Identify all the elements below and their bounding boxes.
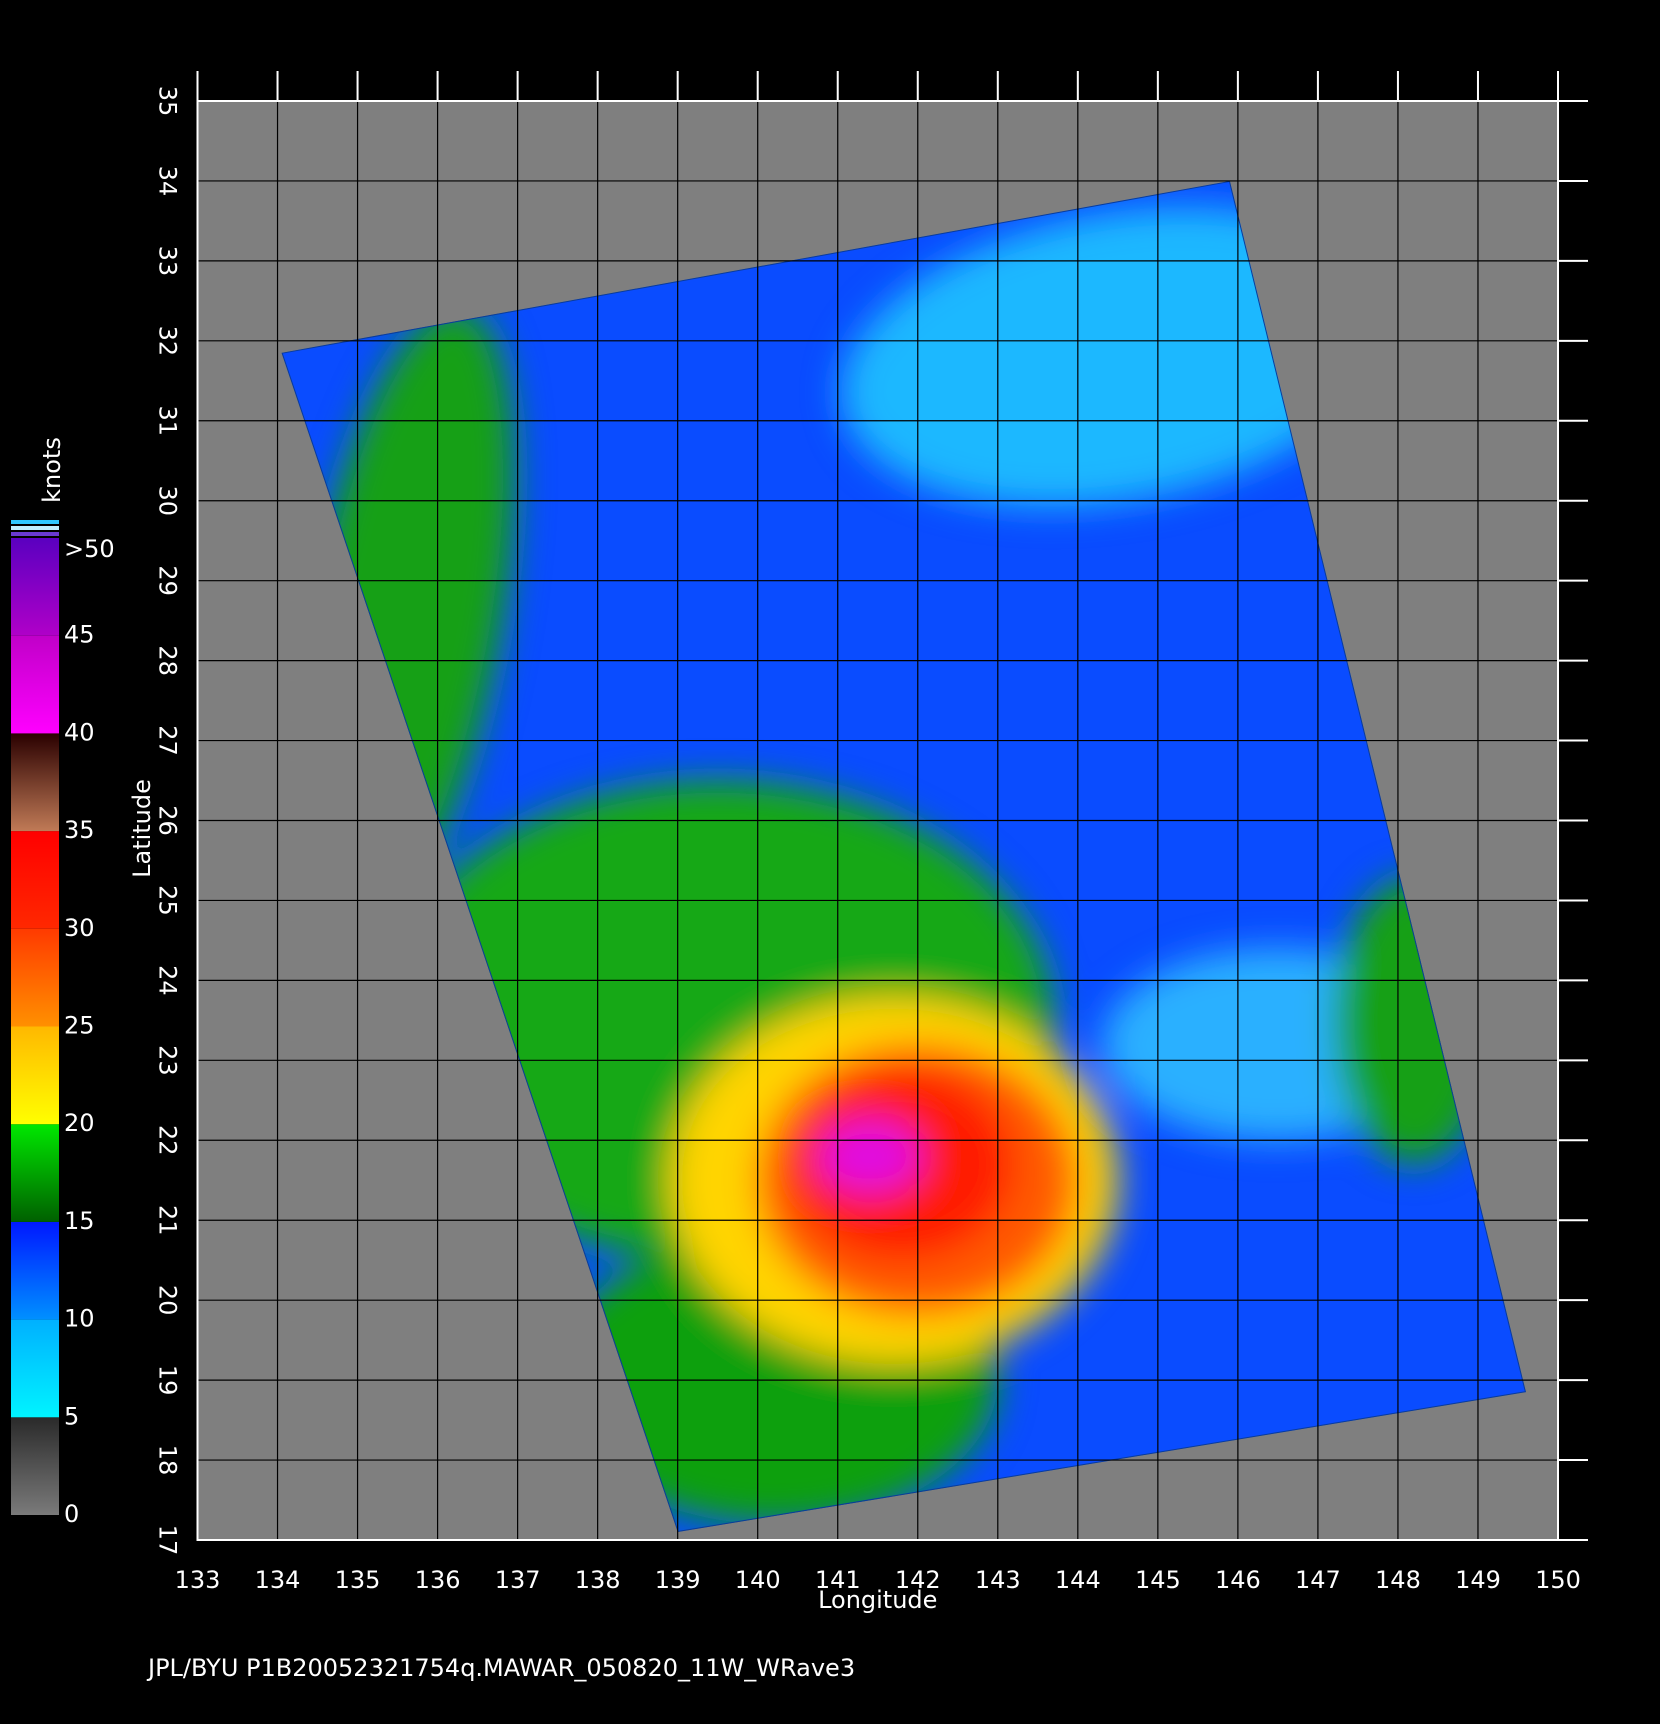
y-tick-label: 19 — [154, 1365, 182, 1396]
x-tick-label: 135 — [335, 1566, 381, 1594]
colorbar-segment — [11, 635, 59, 734]
y-tick-label: 30 — [154, 485, 182, 516]
x-tick-label: 146 — [1215, 1566, 1261, 1594]
x-tick-label: 147 — [1295, 1566, 1341, 1594]
colorbar-segment — [11, 928, 59, 1027]
colorbar-segment — [11, 1417, 59, 1515]
colorbar-label: 15 — [64, 1207, 95, 1235]
y-axis-label: Latitude — [128, 779, 156, 878]
colorbar-segment — [11, 538, 59, 636]
y-tick-label: 24 — [154, 965, 182, 996]
colorbar-label: 30 — [64, 914, 95, 942]
colorbar-label: 0 — [64, 1500, 79, 1528]
colorbar-title: knots — [38, 437, 66, 503]
colorbar-label: 20 — [64, 1109, 95, 1137]
x-tick-label: 137 — [495, 1566, 541, 1594]
x-tick-label: 149 — [1455, 1566, 1501, 1594]
colorbar-label: 25 — [64, 1012, 95, 1040]
colorbar-segment — [11, 1026, 59, 1125]
y-tick-label: 22 — [154, 1125, 182, 1156]
y-tick-label: 26 — [154, 805, 182, 836]
x-tick-label: 134 — [255, 1566, 301, 1594]
colorbar-segment — [11, 831, 59, 929]
colorbar-label: 35 — [64, 816, 95, 844]
colorbar-segment — [11, 733, 59, 832]
x-tick-label: 150 — [1535, 1566, 1581, 1594]
y-tick-label: 18 — [154, 1445, 182, 1476]
x-axis-label: Longitude — [818, 1586, 937, 1614]
x-tick-label: 140 — [735, 1566, 781, 1594]
wind-field — [817, 1120, 922, 1193]
x-tick-label: 145 — [1135, 1566, 1181, 1594]
colorbar-segment — [11, 1124, 59, 1222]
y-tick-label: 27 — [154, 725, 182, 756]
colorbar-segment — [11, 1221, 59, 1320]
x-tick-label: 136 — [415, 1566, 461, 1594]
y-tick-label: 31 — [154, 406, 182, 437]
y-tick-label: 25 — [154, 885, 182, 916]
x-tick-label: 139 — [655, 1566, 701, 1594]
plot-frame — [196, 100, 1559, 1541]
x-tick-label: 138 — [575, 1566, 621, 1594]
overlay: 133 134 135 136 137 138 139 140 141 142 143 144 145 1… — [11, 71, 1588, 1614]
y-tick-label: 35 — [154, 86, 182, 117]
x-tick-label: 148 — [1375, 1566, 1421, 1594]
x-tick-label: 133 — [175, 1566, 221, 1594]
x-tick-label: 143 — [975, 1566, 1021, 1594]
y-tick-label: 29 — [154, 565, 182, 596]
x-tick-label: 142 — [895, 1566, 941, 1594]
colorbar-label: 45 — [64, 621, 95, 649]
y-tick-label: 23 — [154, 1045, 182, 1076]
x-tick-label: 141 — [815, 1566, 861, 1594]
y-tick-label: 28 — [154, 645, 182, 676]
colorbar-label: 10 — [64, 1305, 95, 1333]
colorbar-cap — [11, 520, 59, 524]
y-tick-label: 33 — [154, 246, 182, 277]
footer: JPL/BYU P1B20052321754q.MAWAR_050820_11W… — [146, 1654, 855, 1682]
colorbar-segment — [11, 1319, 59, 1418]
y-tick-label: 34 — [154, 166, 182, 197]
colorbar-label: 5 — [64, 1402, 79, 1430]
colorbar-cap — [11, 526, 59, 530]
colorbar-label: >50 — [64, 535, 115, 563]
y-tick-label: 32 — [154, 326, 182, 357]
colorbar-label: 40 — [64, 718, 95, 746]
colorbar-cap — [11, 532, 59, 536]
y-tick-label: 21 — [154, 1205, 182, 1236]
y-tick-label: 20 — [154, 1285, 182, 1316]
x-tick-label: 144 — [1055, 1566, 1101, 1594]
y-tick-label: 17 — [154, 1525, 182, 1556]
